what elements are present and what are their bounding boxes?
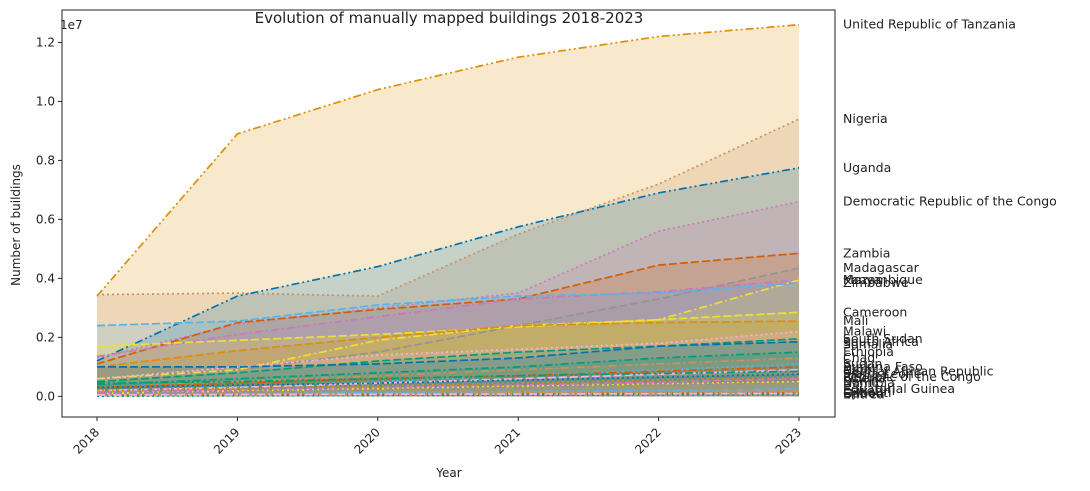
series-end-label: Madagascar	[843, 260, 920, 275]
series-line	[96, 368, 800, 392]
series-line	[96, 279, 800, 380]
series-end-label: Sierra Leone	[843, 366, 922, 381]
x-tick-label: 2022	[632, 425, 663, 456]
series-end-label: Chad	[843, 350, 875, 365]
y-multiplier-label: 1e7	[60, 18, 83, 32]
x-tick-label: 2020	[351, 425, 382, 456]
series-end-label: Equatorial Guinea	[843, 381, 955, 396]
series-end-label: Eswatini	[843, 383, 895, 398]
chart-title: Evolution of manually mapped buildings 2…	[255, 9, 644, 27]
area-fill	[97, 253, 799, 397]
series-line	[96, 376, 800, 392]
series-line	[96, 363, 800, 392]
series-end-label: Eritrea	[843, 387, 885, 402]
series-end-label: Ethiopia	[843, 344, 894, 359]
series-end-label: Somalia	[843, 337, 893, 352]
series-end-label: South Sudan	[843, 331, 923, 346]
series-end-label: Republic of the Congo	[843, 369, 981, 384]
series-end-label: Zambia	[843, 245, 890, 260]
series-end-label: Malawi	[843, 323, 886, 338]
series-end-label: Democratic Republic of the Congo	[843, 194, 1057, 209]
series-end-label: Niger	[843, 362, 877, 377]
series-end-label: Uganda	[843, 160, 891, 175]
series-end-label: Cameroon	[843, 304, 907, 319]
series-end-label: United Republic of Tanzania	[843, 17, 1016, 32]
y-tick-label: 1.0	[36, 94, 55, 108]
series-line	[96, 370, 800, 384]
series-end-label: Burkina Faso	[843, 359, 923, 374]
x-axis-title: Year	[435, 466, 461, 480]
series-line	[96, 351, 800, 386]
series-line	[96, 281, 800, 327]
y-tick-label: 0.4	[36, 271, 55, 285]
series-end-label: Sudan	[843, 356, 882, 371]
series-end-labels: United Republic of Tanzania Nigeria Uganda…	[843, 17, 1057, 402]
area-fill	[97, 24, 799, 397]
x-axis: 2018 2019 2020 2021 2022 2023	[71, 417, 804, 457]
series-end-label: Mozambique	[843, 272, 923, 287]
x-tick-label: 2021	[492, 425, 523, 456]
plot-frame	[61, 9, 836, 418]
y-tick-label: 1.2	[36, 35, 55, 49]
series-end-label: Zimbabwe	[843, 275, 909, 290]
series-line	[97, 340, 800, 368]
series-line	[96, 366, 800, 389]
y-tick-label: 0.6	[36, 212, 55, 226]
series-end-label: South Africa	[843, 334, 919, 349]
series-end-label: Gabon	[843, 385, 884, 400]
series-end-label: Central African Republic	[843, 363, 994, 378]
y-tick-label: 0.8	[36, 153, 55, 167]
series-lines	[96, 23, 800, 397]
x-tick-label: 2023	[773, 425, 804, 456]
area-fill	[97, 119, 799, 397]
x-tick-label: 2018	[71, 425, 102, 456]
area-fill	[97, 167, 799, 397]
series-line	[96, 382, 800, 395]
area-fill	[97, 344, 799, 397]
series-line	[96, 320, 800, 368]
series-end-label: Mali	[843, 313, 868, 328]
series-line	[96, 373, 800, 389]
series-end-label: Nigeria	[843, 111, 888, 126]
series-end-label: Kenya	[843, 272, 881, 287]
series-line	[96, 311, 800, 348]
series-end-label: Benin	[843, 374, 879, 389]
series-line	[96, 166, 800, 362]
series-line	[96, 343, 800, 389]
y-axis: 0.0 0.2 0.4 0.6 0.8 1.0 1.2	[36, 35, 62, 403]
area-fills	[97, 24, 799, 397]
series-end-label: Liberia	[843, 371, 885, 386]
y-tick-label: 0.0	[36, 389, 55, 403]
area-fill	[97, 268, 799, 397]
series-line	[96, 393, 800, 397]
series-line	[96, 377, 800, 393]
series-line	[96, 392, 800, 396]
area-fill	[97, 312, 799, 397]
series-line	[96, 330, 800, 380]
series-line	[96, 380, 800, 395]
y-axis-title: Number of buildings	[9, 164, 23, 286]
x-tick-label: 2019	[211, 425, 242, 456]
y-tick-label: 0.2	[36, 330, 55, 344]
series-line	[96, 391, 800, 397]
series-line	[96, 252, 800, 365]
series-end-label: Djibouti	[843, 385, 891, 400]
series-end-label: Namibia	[843, 375, 895, 390]
series-line	[96, 279, 800, 358]
